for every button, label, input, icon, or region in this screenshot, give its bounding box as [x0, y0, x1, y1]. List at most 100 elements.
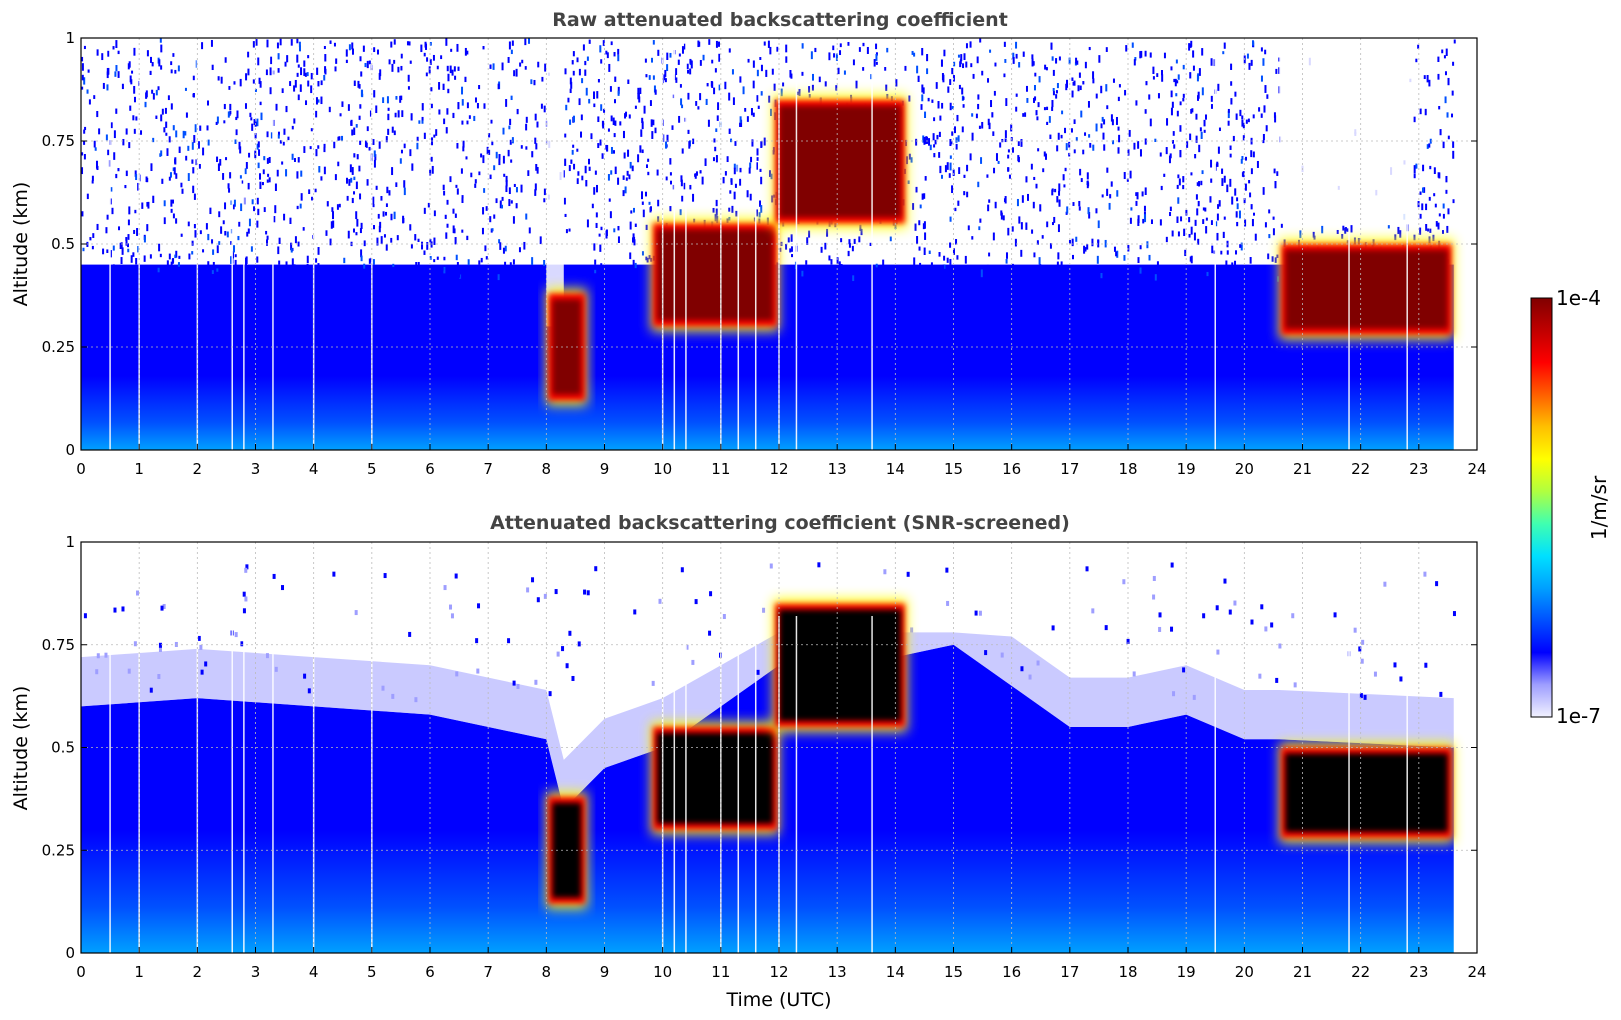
- x-tick-label: 1: [134, 963, 144, 981]
- noise-pixel: [296, 72, 299, 77]
- noise-pixel: [382, 97, 385, 104]
- noise-pixel: [429, 59, 432, 65]
- noise-pixel: [1276, 171, 1279, 176]
- noise-pixel: [495, 151, 498, 159]
- noise-pixel: [628, 114, 631, 119]
- noise-pixel: [351, 167, 354, 175]
- noise-pixel: [212, 271, 215, 278]
- noise-pixel: [1197, 91, 1200, 99]
- noise-pixel: [690, 60, 693, 69]
- noise-pixel: [449, 604, 453, 610]
- noise-pixel: [1198, 68, 1201, 76]
- noise-pixel: [582, 268, 585, 276]
- noise-pixel: [1159, 152, 1162, 157]
- noise-pixel: [315, 97, 318, 105]
- noise-pixel: [770, 173, 773, 180]
- noise-pixel: [1091, 608, 1095, 614]
- noise-pixel: [1182, 93, 1185, 98]
- noise-pixel: [149, 70, 152, 75]
- noise-pixel: [588, 158, 591, 165]
- noise-pixel: [1037, 148, 1040, 152]
- noise-pixel: [1086, 244, 1089, 250]
- noise-pixel: [988, 199, 991, 203]
- noise-pixel: [974, 610, 978, 616]
- noise-pixel: [81, 211, 84, 217]
- noise-pixel: [1144, 50, 1147, 57]
- noise-pixel: [293, 264, 296, 270]
- noise-pixel: [507, 56, 510, 63]
- noise-pixel: [601, 120, 604, 127]
- noise-pixel: [508, 125, 511, 130]
- noise-pixel: [281, 266, 284, 273]
- noise-pixel: [227, 111, 230, 118]
- noise-pixel: [244, 103, 247, 109]
- noise-pixel: [1056, 145, 1059, 152]
- noise-pixel: [1211, 245, 1214, 254]
- noise-pixel: [1342, 225, 1345, 231]
- noise-pixel: [1008, 174, 1011, 179]
- noise-pixel: [728, 92, 731, 101]
- noise-pixel: [624, 113, 627, 119]
- noise-pixel: [1118, 134, 1121, 143]
- noise-pixel: [391, 270, 394, 279]
- noise-pixel: [171, 259, 174, 264]
- noise-pixel: [977, 94, 980, 100]
- noise-pixel: [485, 256, 488, 260]
- noise-pixel: [572, 70, 575, 76]
- noise-pixel: [1236, 221, 1239, 227]
- noise-pixel: [445, 232, 448, 239]
- noise-pixel: [665, 176, 668, 181]
- noise-pixel: [1144, 187, 1147, 195]
- noise-pixel: [1065, 83, 1068, 91]
- noise-pixel: [585, 87, 588, 96]
- noise-pixel: [1424, 662, 1428, 668]
- noise-pixel: [426, 275, 429, 283]
- noise-pixel: [1239, 244, 1242, 248]
- noise-pixel: [1223, 175, 1226, 183]
- noise-pixel: [544, 63, 547, 72]
- noise-pixel: [692, 138, 695, 145]
- noise-pixel: [1176, 110, 1179, 117]
- noise-pixel: [1243, 55, 1246, 64]
- noise-pixel: [390, 213, 393, 221]
- noise-pixel: [995, 153, 998, 161]
- noise-pixel: [613, 52, 616, 57]
- noise-pixel: [266, 239, 269, 246]
- noise-pixel: [707, 119, 710, 127]
- noise-pixel: [493, 165, 496, 171]
- noise-pixel: [304, 72, 307, 77]
- noise-pixel: [96, 653, 100, 659]
- noise-pixel: [133, 128, 136, 134]
- noise-pixel: [315, 110, 318, 118]
- x-tick-label: 6: [425, 963, 435, 981]
- noise-pixel: [1262, 58, 1265, 66]
- noise-pixel: [855, 80, 858, 89]
- noise-pixel: [1100, 123, 1103, 129]
- noise-pixel: [256, 118, 259, 127]
- noise-pixel: [732, 97, 735, 105]
- noise-pixel: [224, 202, 227, 210]
- noise-pixel: [133, 96, 136, 103]
- noise-pixel: [637, 154, 640, 163]
- noise-pixel: [499, 242, 502, 250]
- noise-pixel: [225, 157, 228, 161]
- noise-pixel: [1182, 185, 1185, 190]
- noise-pixel: [175, 173, 178, 179]
- noise-pixel: [158, 243, 161, 252]
- noise-pixel: [699, 59, 702, 66]
- noise-pixel: [251, 123, 254, 131]
- noise-pixel: [598, 233, 601, 237]
- y-tick-label: 0: [65, 441, 75, 459]
- noise-pixel: [276, 169, 279, 177]
- noise-pixel: [519, 62, 522, 67]
- noise-pixel: [317, 99, 320, 103]
- x-axis-ticks-raw: 0 1 2 3 4 5 6 7 8 9 10 11 12 13 14 15 16 17 18 19 20 21 22 23 24: [76, 444, 1487, 478]
- noise-pixel: [918, 246, 921, 251]
- noise-pixel: [265, 653, 269, 659]
- noise-pixel: [277, 53, 280, 60]
- noise-pixel: [305, 100, 308, 106]
- noise-pixel: [385, 211, 388, 216]
- noise-pixel: [941, 102, 944, 109]
- noise-pixel: [1235, 211, 1238, 218]
- noise-pixel: [1190, 270, 1193, 278]
